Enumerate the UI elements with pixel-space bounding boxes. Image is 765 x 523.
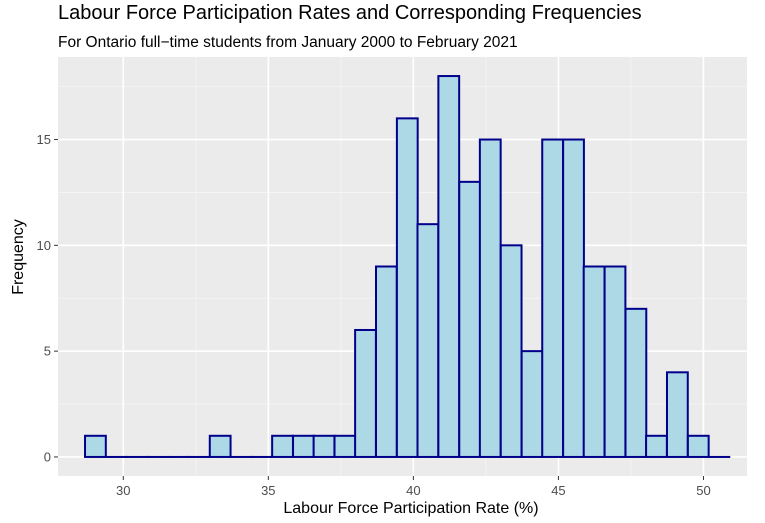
x-tick-label: 40 (406, 483, 420, 498)
histogram-bar (271, 434, 294, 458)
x-tick-label: 35 (261, 483, 275, 498)
histogram-bars (84, 75, 731, 458)
x-tick-label: 45 (551, 483, 565, 498)
histogram-bar (478, 138, 502, 458)
histogram-bar (520, 350, 544, 458)
histogram-bar (437, 75, 461, 458)
y-tick-label: 0 (44, 449, 51, 464)
x-axis-label: Labour Force Participation Rate (%) (283, 500, 538, 517)
histogram-bar (582, 265, 606, 458)
histogram-bar (665, 371, 689, 458)
histogram-bar (375, 265, 398, 458)
histogram-bar (624, 307, 648, 458)
y-tick-label: 5 (44, 344, 51, 359)
histogram-bar (395, 117, 419, 458)
histogram-bar (354, 328, 377, 458)
histogram-bar (686, 434, 710, 458)
histogram-bar (645, 434, 668, 458)
x-tick-label: 30 (116, 483, 130, 498)
histogram-bar (312, 434, 336, 458)
y-axis-label: Frequency (10, 219, 27, 295)
chart-title: Labour Force Participation Rates and Cor… (58, 2, 642, 24)
x-tick-label: 50 (696, 483, 710, 498)
histogram-bar (541, 138, 565, 458)
histogram-bar (333, 434, 357, 458)
x-axis: 30 35 40 45 50 (116, 476, 711, 498)
histogram-bar (416, 223, 440, 458)
histogram-bar (499, 244, 523, 458)
histogram-bar (208, 434, 232, 458)
chart-subtitle: For Ontario full−time students from Janu… (58, 34, 518, 51)
y-tick-label: 15 (37, 132, 51, 147)
histogram-bar (562, 138, 585, 458)
y-axis: 0 5 10 15 (37, 132, 58, 464)
histogram-bar (603, 265, 627, 458)
histogram-bar (292, 434, 315, 458)
y-tick-label: 10 (37, 238, 51, 253)
histogram-bar (84, 434, 107, 458)
histogram-bar (458, 180, 482, 458)
